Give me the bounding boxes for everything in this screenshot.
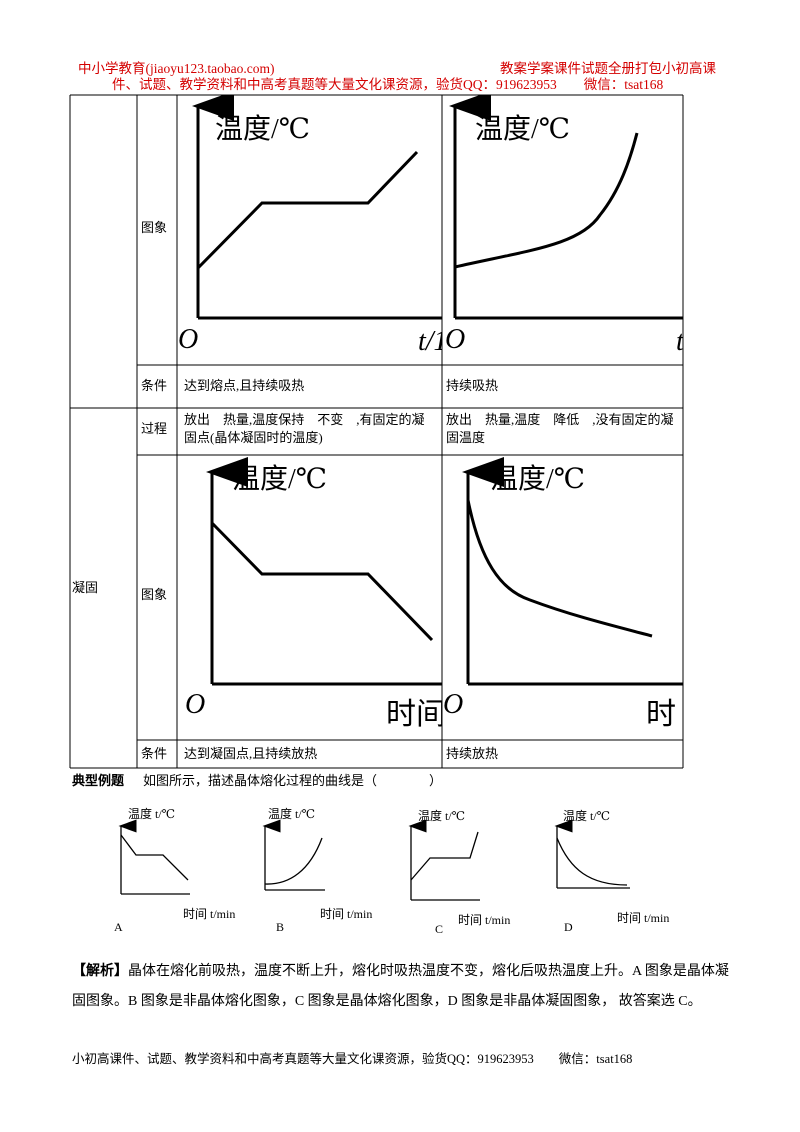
graph-melting-amorphous: 温度/℃ O t <box>445 95 685 357</box>
table-grid <box>69 94 684 769</box>
graph-melting-crystal: 温度/℃ O t/1 <box>178 95 448 357</box>
header-left: 中小学教育(jiaoyu123.taobao.com) <box>78 61 275 76</box>
row-label: 条件 <box>141 378 168 393</box>
origin: O <box>445 324 465 355</box>
row-label: 图象 <box>141 587 168 602</box>
example-title: 典型例题 <box>72 773 125 788</box>
row-label: 图象 <box>141 220 168 235</box>
x-label: 时 <box>646 698 676 731</box>
option-y-label: 温度 t/℃ <box>418 809 466 823</box>
row-label: 过程 <box>141 421 168 436</box>
option-letter: A <box>114 920 123 934</box>
option-graphs <box>118 819 630 901</box>
x-label: t/1 <box>418 326 448 357</box>
y-label: 温度/℃ <box>475 113 570 145</box>
option-x-label: 时间 t/min <box>617 911 670 925</box>
cell: 放出 热量,温度保持 不变 ,有固定的凝固点(晶体凝固时的温度) <box>184 412 425 445</box>
cell: 达到熔点,且持续吸热 <box>184 378 305 393</box>
cell: 持续吸热 <box>446 378 499 393</box>
row-label: 条件 <box>141 746 168 761</box>
origin: O <box>185 689 205 720</box>
x-label: t <box>676 326 685 357</box>
cell: 持续放热 <box>446 746 499 761</box>
cell: 放出 热量,温度 降低 ,没有固定的凝固温度 <box>446 412 674 445</box>
section-label: 凝固 <box>72 580 99 595</box>
option-x-label: 时间 t/min <box>320 907 373 921</box>
cell: 达到凝固点,且持续放热 <box>184 746 318 761</box>
y-label: 温度/℃ <box>490 463 585 495</box>
option-y-label: 温度 t/℃ <box>268 807 316 821</box>
graph-solid-amorphous: 温度/℃ O 时 <box>443 457 683 731</box>
analysis: 【解析】晶体在熔化前吸热，温度不断上升，熔化时吸热温度不变，熔化后吸热温度上升。… <box>72 957 732 1017</box>
option-x-label: 时间 t/min <box>183 907 236 921</box>
example-question: 如图所示，描述晶体熔化过程的曲线是（ ） <box>143 773 443 788</box>
option-letter: D <box>564 920 573 934</box>
graph-solid-crystal: 温度/℃ O 时间 <box>185 457 446 731</box>
footer: 小初高课件、试题、教学资料和中高考真题等大量文化课资源，验货QQ：9196239… <box>72 1052 633 1066</box>
option-letter: B <box>276 920 285 934</box>
origin: O <box>178 324 198 355</box>
header-right: 教案学案课件试题全册打包小初高课 <box>500 61 716 76</box>
analysis-label: 【解析】 <box>72 964 128 979</box>
option-y-label: 温度 t/℃ <box>128 807 176 821</box>
origin: O <box>443 689 463 720</box>
analysis-text: 晶体在熔化前吸热，温度不断上升，熔化时吸热温度不变，熔化后吸热温度上升。A 图象… <box>72 964 729 1009</box>
option-letter: C <box>435 922 444 936</box>
header-line2: 件、试题、教学资料和中高考真题等大量文化课资源，验货QQ：919623953 微… <box>112 77 664 92</box>
y-label: 温度/℃ <box>232 463 327 495</box>
y-label: 温度/℃ <box>215 113 310 145</box>
option-y-label: 温度 t/℃ <box>563 809 611 823</box>
x-label: 时间 <box>386 698 446 731</box>
option-x-label: 时间 t/min <box>458 913 511 927</box>
